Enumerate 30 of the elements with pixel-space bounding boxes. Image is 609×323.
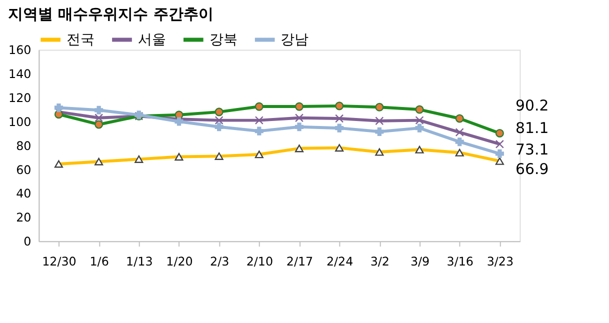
x-tick-label: 3/23	[486, 254, 514, 268]
x-tick-label: 2/3	[210, 254, 230, 268]
y-tick-label: 0	[24, 234, 32, 249]
x-tick-label: 2/10	[246, 254, 274, 268]
x-tick-label: 3/16	[446, 254, 474, 268]
y-tick-label: 140	[8, 67, 32, 82]
x-tick-label: 2/17	[286, 254, 314, 268]
y-tick-label: 100	[8, 114, 32, 129]
data-label: 66.9	[516, 160, 549, 178]
data-label: 81.1	[516, 119, 549, 138]
x-tick-label: 12/30	[42, 254, 76, 268]
y-tick-label: 20	[16, 210, 32, 225]
y-tick-label: 120	[8, 91, 32, 106]
x-tick-label: 1/20	[166, 254, 193, 268]
y-tick-label: 80	[16, 138, 32, 153]
y-tick-label: 40	[16, 186, 32, 201]
x-tick-label: 2/24	[326, 254, 354, 268]
data-label: 90.2	[516, 96, 549, 114]
legend-label: 서울	[138, 32, 166, 48]
x-tick-label: 1/13	[126, 254, 153, 268]
legend-label: 강북	[209, 32, 238, 48]
x-tick-label: 1/6	[90, 254, 109, 268]
x-tick-label: 3/2	[370, 254, 390, 268]
chart-title: 지역별 매수우위지수 주간추이	[8, 4, 214, 23]
y-tick-label: 60	[16, 162, 32, 177]
data-label: 73.1	[516, 140, 549, 159]
x-tick-label: 3/9	[410, 254, 430, 268]
legend-label: 전국	[66, 32, 94, 48]
legend-label: 강남	[280, 32, 309, 48]
y-tick-label: 160	[8, 43, 32, 58]
